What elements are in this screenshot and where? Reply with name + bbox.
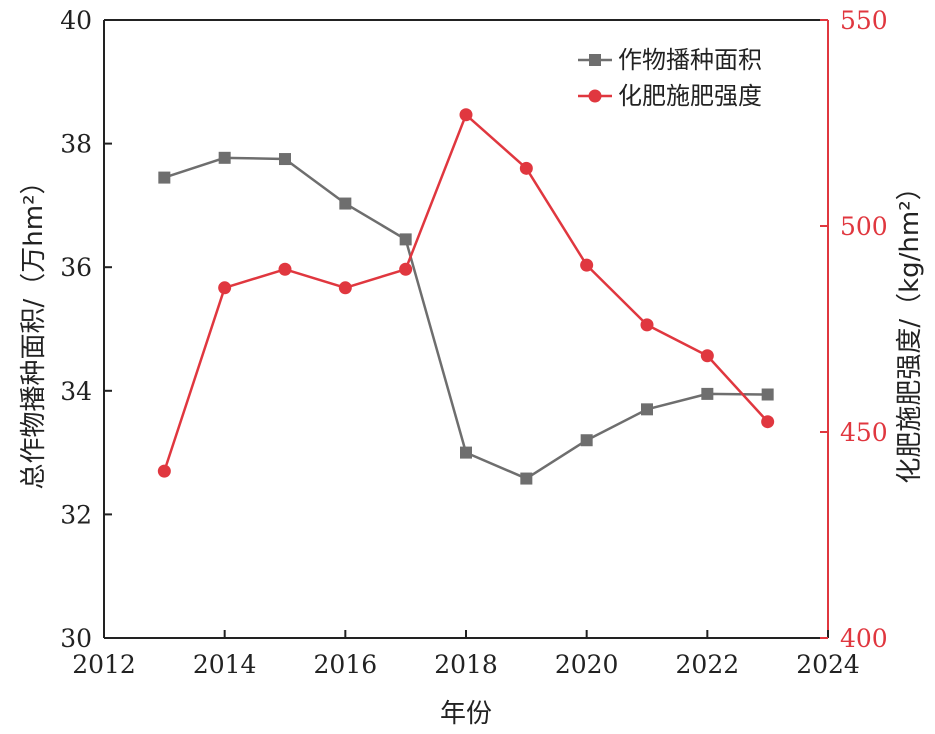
data-point (459, 108, 473, 122)
data-point (399, 233, 412, 246)
data-point (158, 171, 171, 184)
x-tick-label: 2016 (314, 650, 378, 679)
data-point (640, 318, 654, 332)
series-1 (158, 151, 774, 485)
left-y-tick-label: 30 (60, 624, 92, 653)
right-y-tick-label: 500 (840, 212, 888, 241)
data-point (520, 472, 533, 485)
legend-marker (589, 54, 601, 66)
data-point (218, 281, 232, 295)
data-point (580, 434, 593, 447)
data-point (339, 197, 352, 210)
x-tick-label: 2024 (796, 650, 860, 679)
left-y-ticks: 30 32 34 36 38 40 (60, 6, 112, 653)
data-point (641, 403, 653, 416)
left-y-tick-label: 38 (60, 130, 92, 159)
series-2 (157, 108, 775, 478)
left-y-tick-label: 32 (60, 500, 92, 529)
x-tick-label: 2020 (555, 650, 619, 679)
x-tick-label: 2018 (434, 650, 498, 679)
data-point (157, 464, 171, 478)
data-point (700, 349, 714, 363)
data-point (399, 262, 413, 276)
data-point (218, 151, 231, 164)
left-y-axis-title: 总作物播种面积/（万hm²） (19, 169, 49, 490)
right-y-tick-label: 450 (840, 418, 888, 447)
x-tick-label: 2014 (193, 650, 257, 679)
left-y-tick-label: 36 (60, 253, 92, 282)
data-point (519, 161, 533, 175)
x-tick-label: 2022 (676, 650, 740, 679)
right-y-axis-title: 化肥施肥强度/（kg/hm²） (895, 174, 925, 483)
data-point (460, 446, 472, 459)
data-point (279, 153, 291, 166)
data-point (338, 281, 352, 295)
data-point (278, 262, 292, 276)
data-point (580, 258, 594, 272)
x-ticks: 2012 2014 2016 2018 2020 2022 2024 (72, 630, 860, 679)
left-y-tick-label: 34 (60, 377, 92, 406)
series-line (163, 113, 769, 472)
right-y-tick-label: 400 (840, 624, 888, 653)
legend-marker (588, 89, 602, 103)
left-y-tick-label: 40 (60, 6, 92, 35)
data-point (761, 388, 774, 401)
data-point (761, 415, 775, 429)
legend-label: 化肥施肥强度 (618, 82, 762, 110)
data-point (701, 387, 714, 400)
x-tick-label: 2012 (72, 650, 136, 679)
right-y-tick-label: 550 (840, 6, 888, 35)
right-y-ticks: 400 450 500 550 (820, 6, 888, 653)
x-axis-title: 年份 (440, 699, 492, 729)
series-line (163, 156, 768, 480)
series-group (157, 108, 775, 485)
legend-label: 作物播种面积 (618, 46, 762, 74)
